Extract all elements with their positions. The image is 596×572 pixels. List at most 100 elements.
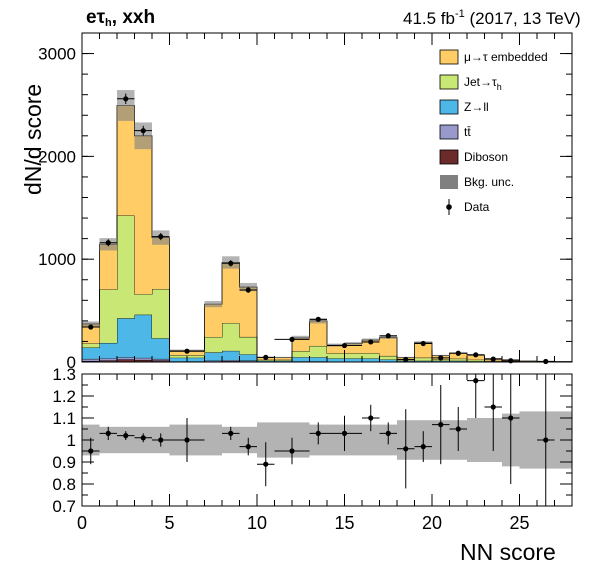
ratio-unc-14 (327, 424, 345, 456)
bar-2-5 (169, 357, 187, 362)
bar-4-13 (309, 320, 327, 346)
data-point-5 (184, 348, 190, 354)
data-point-21 (543, 358, 549, 365)
bar-3-21 (449, 358, 467, 361)
data-point-12 (368, 339, 374, 345)
data-point-11 (341, 342, 348, 349)
data-point-18 (473, 352, 479, 358)
data-point-6 (228, 260, 234, 266)
bar-4-21 (449, 353, 467, 359)
ratio-unc-12 (292, 422, 310, 458)
bar-0-0 (82, 360, 100, 362)
bar-4-4 (152, 237, 170, 290)
bar-2-16 (362, 358, 380, 362)
legend-item-tt: tt̄ (439, 124, 471, 140)
data-point-0 (88, 324, 94, 330)
bar-3-2 (117, 215, 135, 319)
data-point-13 (385, 333, 391, 339)
bar-1-8 (222, 360, 240, 362)
bar-2-12 (292, 357, 310, 362)
bar-4-2 (117, 105, 135, 216)
ratio-point-8 (263, 461, 269, 467)
bar-2-3 (134, 314, 152, 358)
y-axis-label: dN/d score (20, 83, 46, 195)
legend-item-emb: μ→τ embedded (439, 49, 548, 65)
ratio-point-20 (508, 415, 514, 421)
legend-swatch-tt (439, 124, 459, 140)
bar-2-6 (187, 357, 205, 362)
data-point-3 (140, 128, 146, 134)
bar-4-9 (239, 287, 257, 337)
data-point-7 (245, 287, 251, 293)
unc-6 (187, 349, 205, 352)
ratio-point-11 (341, 430, 348, 436)
bar-4-5 (169, 350, 187, 356)
bar-0-4 (152, 360, 170, 362)
legend-item-ztt: Z→ll (439, 99, 489, 115)
ratio-point-4 (158, 437, 164, 443)
bar-2-19 (414, 360, 432, 362)
bar-4-0 (82, 323, 100, 344)
unc-3 (134, 122, 152, 150)
unc-9 (239, 282, 257, 292)
top-ytick-label-1: 1000 (38, 250, 76, 269)
bar-2-9 (239, 354, 257, 361)
bar-4-3 (134, 135, 152, 295)
ratio-point-7 (245, 444, 251, 450)
data-point-19 (490, 356, 496, 362)
bar-3-3 (134, 294, 152, 315)
ratio-point-6 (228, 430, 234, 436)
ratio-point-9 (289, 448, 295, 454)
bar-1-2 (117, 357, 135, 360)
bar-2-14 (327, 358, 345, 362)
xtick-label-1: 5 (164, 513, 174, 533)
legend-label-vv: Diboson (464, 150, 508, 164)
series-2 (82, 314, 572, 363)
data-point-17 (455, 350, 461, 356)
bar-3-1 (99, 289, 117, 343)
unc-15 (344, 342, 362, 346)
bar-4-17 (379, 337, 397, 356)
bar-3-13 (309, 345, 327, 358)
unc-2 (117, 90, 135, 121)
xtick-label-5: 25 (509, 513, 529, 533)
bar-0-2 (117, 359, 135, 362)
ratio-point-12 (368, 415, 374, 421)
xtick-label-3: 15 (334, 513, 354, 533)
data-point-20 (508, 358, 514, 364)
bar-3-12 (292, 351, 310, 358)
ratio-ytick-label-0: 0.7 (52, 497, 76, 516)
ratio-ytick-label-2: 0.9 (52, 453, 76, 472)
bar-4-14 (327, 345, 345, 354)
bar-4-19 (414, 342, 432, 358)
data-point-2 (123, 96, 129, 102)
ratio-unc-22 (467, 418, 485, 462)
top-ytick-label-2: 2000 (38, 147, 76, 166)
legend-swatch-vv (439, 149, 459, 165)
bar-2-0 (82, 347, 100, 359)
ratio-point-18 (473, 378, 479, 384)
bar-3-19 (414, 357, 432, 361)
bar-2-10 (257, 360, 275, 362)
bar-1-9 (239, 360, 257, 362)
bar-2-7 (204, 352, 222, 361)
bar-2-13 (309, 357, 327, 362)
bar-1-3 (134, 357, 152, 360)
unc-12 (292, 335, 310, 340)
unc-7 (204, 301, 222, 308)
data-point-10 (315, 316, 321, 322)
data-point-8 (263, 354, 269, 360)
ratio-point-17 (455, 426, 461, 432)
bar-3-10 (257, 359, 275, 361)
top-ytick-label-0: 0 (67, 353, 76, 372)
ratio-ytick-label-4: 1.1 (52, 409, 76, 428)
data-points (82, 93, 555, 365)
main-panel: 0 1000 2000 3000 (38, 32, 573, 372)
ratio-point-16 (438, 422, 444, 428)
bar-3-8 (222, 323, 240, 351)
legend-swatch-unc (440, 175, 458, 189)
bar-4-11 (274, 357, 292, 360)
legend-item-data: Data (446, 199, 490, 215)
xtick-label-4: 20 (422, 513, 442, 533)
unc-11 (274, 356, 292, 358)
